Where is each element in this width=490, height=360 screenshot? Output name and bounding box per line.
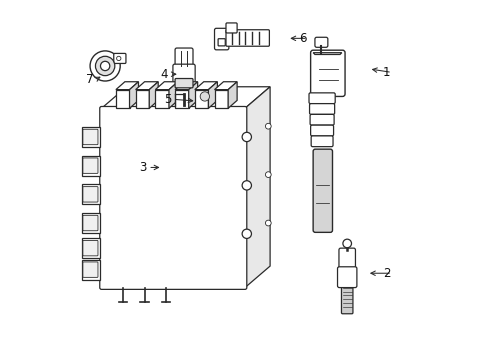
Polygon shape: [101, 87, 270, 108]
Polygon shape: [136, 90, 149, 108]
Circle shape: [117, 56, 121, 60]
Circle shape: [343, 239, 351, 248]
Polygon shape: [155, 90, 169, 108]
Polygon shape: [215, 82, 237, 90]
Polygon shape: [82, 260, 100, 279]
Polygon shape: [116, 90, 129, 108]
Circle shape: [242, 181, 251, 190]
FancyBboxPatch shape: [83, 158, 98, 174]
Polygon shape: [116, 82, 139, 90]
Polygon shape: [136, 82, 158, 90]
Polygon shape: [82, 156, 100, 176]
Polygon shape: [313, 53, 342, 54]
FancyBboxPatch shape: [342, 284, 353, 314]
Polygon shape: [155, 82, 178, 90]
FancyBboxPatch shape: [313, 149, 333, 232]
Circle shape: [242, 132, 251, 141]
Polygon shape: [129, 82, 139, 108]
Circle shape: [242, 229, 251, 238]
FancyBboxPatch shape: [173, 64, 195, 96]
Circle shape: [100, 61, 110, 71]
FancyBboxPatch shape: [114, 53, 126, 63]
Text: 4: 4: [161, 68, 168, 81]
Text: 1: 1: [383, 66, 391, 79]
Polygon shape: [175, 82, 197, 90]
Circle shape: [266, 220, 271, 226]
FancyBboxPatch shape: [83, 129, 98, 145]
FancyBboxPatch shape: [83, 186, 98, 202]
FancyBboxPatch shape: [226, 23, 237, 33]
FancyBboxPatch shape: [339, 248, 355, 271]
Polygon shape: [175, 90, 189, 108]
Polygon shape: [82, 213, 100, 233]
Text: 6: 6: [298, 32, 306, 45]
Circle shape: [196, 88, 214, 105]
Circle shape: [200, 92, 210, 101]
Polygon shape: [82, 184, 100, 204]
FancyBboxPatch shape: [226, 30, 270, 46]
Polygon shape: [228, 82, 237, 108]
FancyBboxPatch shape: [311, 136, 333, 147]
Text: 7: 7: [86, 73, 94, 86]
FancyBboxPatch shape: [175, 48, 193, 69]
FancyBboxPatch shape: [311, 50, 345, 96]
Polygon shape: [149, 82, 158, 108]
Circle shape: [96, 56, 115, 76]
FancyBboxPatch shape: [309, 93, 335, 104]
Polygon shape: [245, 87, 270, 288]
FancyBboxPatch shape: [83, 262, 98, 277]
FancyBboxPatch shape: [175, 78, 193, 88]
FancyBboxPatch shape: [218, 39, 225, 46]
FancyBboxPatch shape: [83, 215, 98, 231]
Polygon shape: [195, 82, 218, 90]
Circle shape: [90, 51, 120, 81]
Polygon shape: [195, 90, 208, 108]
FancyBboxPatch shape: [83, 240, 98, 256]
FancyBboxPatch shape: [315, 37, 328, 47]
Polygon shape: [82, 238, 100, 258]
Text: 3: 3: [139, 161, 147, 174]
Polygon shape: [189, 82, 197, 108]
Polygon shape: [169, 82, 178, 108]
FancyBboxPatch shape: [215, 28, 229, 50]
FancyBboxPatch shape: [100, 107, 247, 289]
Polygon shape: [82, 127, 100, 147]
Polygon shape: [215, 90, 228, 108]
Text: 2: 2: [383, 267, 391, 280]
FancyBboxPatch shape: [338, 267, 357, 288]
Polygon shape: [208, 82, 218, 108]
Circle shape: [266, 172, 271, 177]
FancyBboxPatch shape: [310, 104, 335, 114]
FancyBboxPatch shape: [311, 125, 334, 136]
Circle shape: [266, 123, 271, 129]
Text: 5: 5: [164, 93, 171, 106]
FancyBboxPatch shape: [310, 114, 334, 125]
